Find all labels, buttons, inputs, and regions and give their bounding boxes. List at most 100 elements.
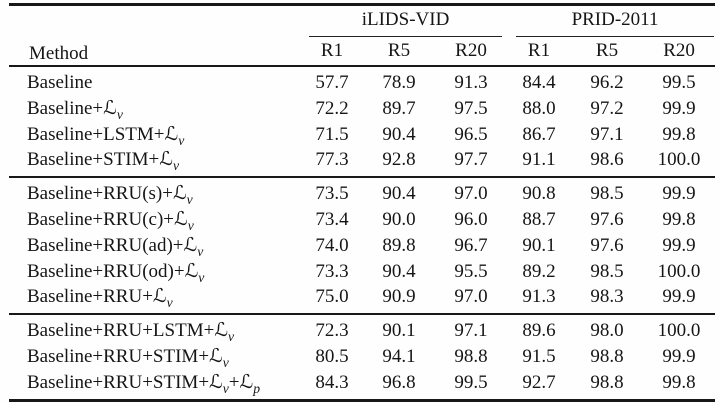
table-row: Baseline+STIM+ℒv 77.3 92.8 97.7 91.1 98.6 100.… [9, 147, 715, 177]
value-cell: 98.8 [590, 371, 624, 393]
value-cell: 89.7 [382, 97, 416, 119]
value-cell: 97.1 [590, 123, 624, 145]
value-cell: 86.7 [522, 123, 556, 145]
value-cell: 97.0 [454, 286, 488, 308]
table-row: Baseline+ℒv 72.2 89.7 97.5 88.0 97.2 99.9 [9, 96, 715, 122]
table-row: Baseline+RRU(ad)+ℒv 74.0 89.8 96.7 90.1 97.6 9… [9, 233, 715, 259]
loss-subscript: v [198, 269, 205, 285]
value-cell: 97.7 [454, 149, 488, 171]
value-cell: 100.0 [657, 149, 701, 171]
table-block-combined: Baseline+RRU+LSTM+ℒv 72.3 90.1 97.1 89.6 98.0… [9, 314, 716, 400]
value-cell: 100.0 [657, 260, 701, 282]
table-row: Baseline+RRU(s)+ℒv 73.5 90.4 97.0 90.8 98.5 99… [9, 177, 715, 207]
loss-subscript: v [222, 354, 229, 370]
value-cell: 75.0 [315, 286, 349, 308]
method-cell: Baseline+RRU(s)+ℒv [27, 182, 193, 207]
value-cell: 92.8 [382, 149, 416, 171]
col-header-ilids-r20: R20 [455, 40, 487, 61]
value-cell: 74.0 [315, 234, 349, 256]
value-cell: 99.8 [662, 371, 696, 393]
value-cell: 91.5 [522, 345, 556, 367]
value-cell: 98.0 [590, 320, 624, 342]
value-cell: 97.2 [590, 97, 624, 119]
loss-subscript: v [228, 328, 235, 344]
script-L-symbol: ℒ [209, 370, 223, 393]
group-header-prid-2011: PRID-2011 [507, 5, 715, 37]
table-row: Baseline+RRU(od)+ℒv 73.3 90.4 95.5 89.2 98.5 1… [9, 259, 715, 285]
value-cell: 98.5 [590, 183, 624, 205]
col-header-ilids-r1: R1 [320, 40, 344, 61]
value-cell: 90.0 [382, 208, 416, 230]
value-cell: 96.5 [454, 123, 488, 145]
loss-subscript: v [116, 106, 123, 122]
loss-subscript: p [253, 380, 261, 396]
value-cell: 90.4 [382, 123, 416, 145]
method-column-header: Method [29, 43, 89, 64]
value-cell: 96.0 [454, 208, 488, 230]
value-cell: 90.9 [382, 286, 416, 308]
value-cell: 97.5 [454, 97, 488, 119]
results-table: Method iLIDS-VID PRID-2011 R1 R5 R20 R1 … [9, 3, 716, 402]
value-cell: 96.2 [590, 72, 624, 93]
value-cell: 73.5 [315, 183, 349, 205]
value-cell: 91.3 [522, 286, 556, 308]
script-L-symbol: ℒ [159, 148, 173, 171]
table-row: Baseline+RRU+LSTM+ℒv 72.3 90.1 97.1 89.6 98.0… [9, 314, 715, 344]
loss-subscript: v [186, 191, 193, 207]
loss-subscript: v [178, 132, 185, 148]
value-cell: 88.7 [522, 208, 556, 230]
method-cell: Baseline [27, 72, 93, 93]
value-cell: 57.7 [315, 72, 349, 93]
value-cell: 90.4 [382, 183, 416, 205]
value-cell: 73.3 [315, 260, 349, 282]
script-L-symbol: ℒ [172, 182, 187, 205]
method-cell: Baseline+RRU+STIM+ℒv+ℒp [27, 370, 261, 396]
value-cell: 99.9 [662, 183, 696, 205]
value-cell: 89.6 [522, 320, 556, 342]
value-cell: 95.5 [454, 260, 488, 282]
value-cell: 90.8 [522, 183, 556, 205]
value-cell: 84.3 [315, 371, 349, 393]
method-cell: Baseline+RRU(od)+ℒv [27, 259, 205, 285]
value-cell: 98.3 [590, 286, 624, 308]
col-header-ilids-r5: R5 [387, 40, 411, 61]
script-L-symbol: ℒ [183, 233, 198, 256]
method-cell: Baseline+ℒv [27, 96, 123, 122]
table-row: Baseline+RRU+ℒv 75.0 90.9 97.0 91.3 98.3 99.9 [9, 284, 715, 314]
table-block-baseline: Baseline 57.7 78.9 91.3 84.4 96.2 99.5 Baseline… [9, 66, 716, 177]
method-cell: Baseline+RRU(c)+ℒv [27, 207, 194, 233]
value-cell: 89.2 [522, 260, 556, 282]
value-cell: 73.4 [315, 208, 349, 230]
col-header-prid-r1: R1 [527, 40, 551, 61]
value-cell: 97.1 [454, 320, 488, 342]
group-label-prid-2011: PRID-2011 [516, 9, 715, 37]
value-cell: 77.3 [315, 149, 349, 171]
table-row: Baseline+RRU+STIM+ℒv 80.5 94.1 98.8 91.5 98.8… [9, 344, 715, 370]
script-L-symbol: ℒ [239, 370, 254, 393]
script-L-symbol: ℒ [214, 319, 228, 342]
value-cell: 92.7 [522, 371, 556, 393]
value-cell: 71.5 [315, 123, 349, 145]
value-cell: 78.9 [382, 72, 416, 93]
loss-subscript: v [187, 217, 194, 233]
value-cell: 90.4 [382, 260, 416, 282]
value-cell: 97.6 [590, 208, 624, 230]
value-cell: 84.4 [522, 72, 556, 93]
table-block-rru-variants: Baseline+RRU(s)+ℒv 73.5 90.4 97.0 90.8 98.5 99… [9, 177, 716, 314]
method-cell: Baseline+RRU+LSTM+ℒv [27, 319, 235, 344]
value-cell: 97.0 [454, 183, 488, 205]
script-L-symbol: ℒ [164, 122, 179, 145]
table-row: Baseline+RRU+STIM+ℒv+ℒp 84.3 96.8 99.5 92.7 9… [9, 370, 715, 400]
script-L-symbol: ℒ [103, 96, 117, 119]
value-cell: 98.8 [590, 345, 624, 367]
value-cell: 99.9 [662, 345, 696, 367]
script-L-symbol: ℒ [184, 259, 199, 282]
value-cell: 80.5 [315, 345, 349, 367]
value-cell: 89.8 [382, 234, 416, 256]
value-cell: 98.8 [454, 345, 488, 367]
method-cell: Baseline+LSTM+ℒv [27, 122, 185, 148]
value-cell: 99.9 [662, 234, 696, 256]
value-cell: 99.5 [454, 371, 488, 393]
value-cell: 90.1 [382, 320, 416, 342]
